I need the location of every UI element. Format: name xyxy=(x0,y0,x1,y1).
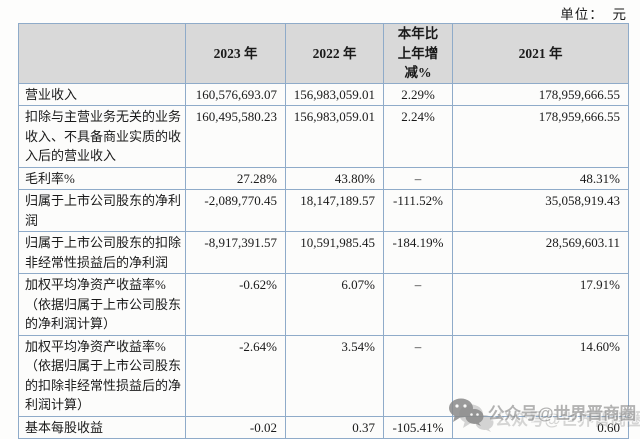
header-2022: 2022 年 xyxy=(285,23,384,84)
row-label: 基本每股收益 xyxy=(18,415,186,439)
row-label: 毛利率% xyxy=(18,166,186,190)
value-change: – xyxy=(383,166,453,190)
table-row-revenue-excl-nonbusiness: 扣除与主营业务无关的业务收入、不具备商业实质的收入后的营业收入 160,495,… xyxy=(18,105,629,168)
value-2022: 3.54% xyxy=(285,334,384,417)
row-label: 扣除与主营业务无关的业务收入、不具备商业实质的收入后的营业收入 xyxy=(18,105,186,168)
unit-label: 单位： 元 xyxy=(560,7,627,22)
value-2022: 10,591,985.45 xyxy=(285,231,384,274)
value-change: -105.41% xyxy=(383,415,453,439)
value-2023: -8,917,391.57 xyxy=(185,231,286,274)
value-change: 2.29% xyxy=(383,82,453,106)
table-row-revenue: 营业收入 160,576,693.07 156,983,059.01 2.29%… xyxy=(18,82,629,106)
row-label: 营业收入 xyxy=(18,82,186,106)
header-2023: 2023 年 xyxy=(185,23,286,84)
header-2021: 2021 年 xyxy=(452,23,629,84)
value-2022: 156,983,059.01 xyxy=(285,82,384,106)
table-row-gross-margin: 毛利率% 27.28% 43.80% – 48.31% xyxy=(18,166,629,190)
value-2022: 156,983,059.01 xyxy=(285,105,384,168)
value-2023: -0.02 xyxy=(185,415,286,439)
header-change: 本年比上年增减% xyxy=(383,23,453,84)
value-2022: 18,147,189.57 xyxy=(285,189,384,232)
table-row-net-profit-excl-nonrecurring: 归属于上市公司股东的扣除非经常性损益后的净利润 -8,917,391.57 10… xyxy=(18,231,629,274)
table-row-weighted-roe: 加权平均净资产收益率%（依据归属于上市公司股东的净利润计算） -0.62% 6.… xyxy=(18,273,629,336)
value-2023: 160,495,580.23 xyxy=(185,105,286,168)
value-change: -111.52% xyxy=(383,189,453,232)
value-change: – xyxy=(383,273,453,336)
value-2021: 48.31% xyxy=(452,166,629,190)
value-2023: 160,576,693.07 xyxy=(185,82,286,106)
row-label: 加权平均净资产收益率%（依据归属于上市公司股东的扣除非经常性损益后的净利润计算） xyxy=(18,334,186,417)
value-2021: 178,959,666.55 xyxy=(452,105,629,168)
value-change: -184.19% xyxy=(383,231,453,274)
value-2021: 17.91% xyxy=(452,273,629,336)
value-2023: 27.28% xyxy=(185,166,286,190)
row-label: 归属于上市公司股东的扣除非经常性损益后的净利润 xyxy=(18,231,186,274)
value-2021: 14.60% xyxy=(452,334,629,417)
value-2023: -2,089,770.45 xyxy=(185,189,286,232)
value-2023: -0.62% xyxy=(185,273,286,336)
value-2021: 28,569,603.11 xyxy=(452,231,629,274)
financial-summary-table: 2023 年 2022 年 本年比上年增减% 2021 年 营业收入 160,5… xyxy=(18,23,629,439)
table-row-net-profit: 归属于上市公司股东的净利润 -2,089,770.45 18,147,189.5… xyxy=(18,189,629,232)
table-row-basic-eps: 基本每股收益 -0.02 0.37 -105.41% 0.60 xyxy=(18,415,629,439)
table-row-weighted-roe-excl-nonrecurring: 加权平均净资产收益率%（依据归属于上市公司股东的扣除非经常性损益后的净利润计算）… xyxy=(18,334,629,417)
header-blank-cell xyxy=(18,23,186,84)
value-2022: 0.37 xyxy=(285,415,384,439)
value-change: – xyxy=(383,334,453,417)
table-header-row: 2023 年 2022 年 本年比上年增减% 2021 年 xyxy=(18,23,629,84)
value-2021: 178,959,666.55 xyxy=(452,82,629,106)
row-label: 归属于上市公司股东的净利润 xyxy=(18,189,186,232)
value-2023: -2.64% xyxy=(185,334,286,417)
row-label: 加权平均净资产收益率%（依据归属于上市公司股东的净利润计算） xyxy=(18,273,186,336)
value-change: 2.24% xyxy=(383,105,453,168)
value-2021: 0.60 xyxy=(452,415,629,439)
value-2022: 43.80% xyxy=(285,166,384,190)
value-2021: 35,058,919.43 xyxy=(452,189,629,232)
value-2022: 6.07% xyxy=(285,273,384,336)
